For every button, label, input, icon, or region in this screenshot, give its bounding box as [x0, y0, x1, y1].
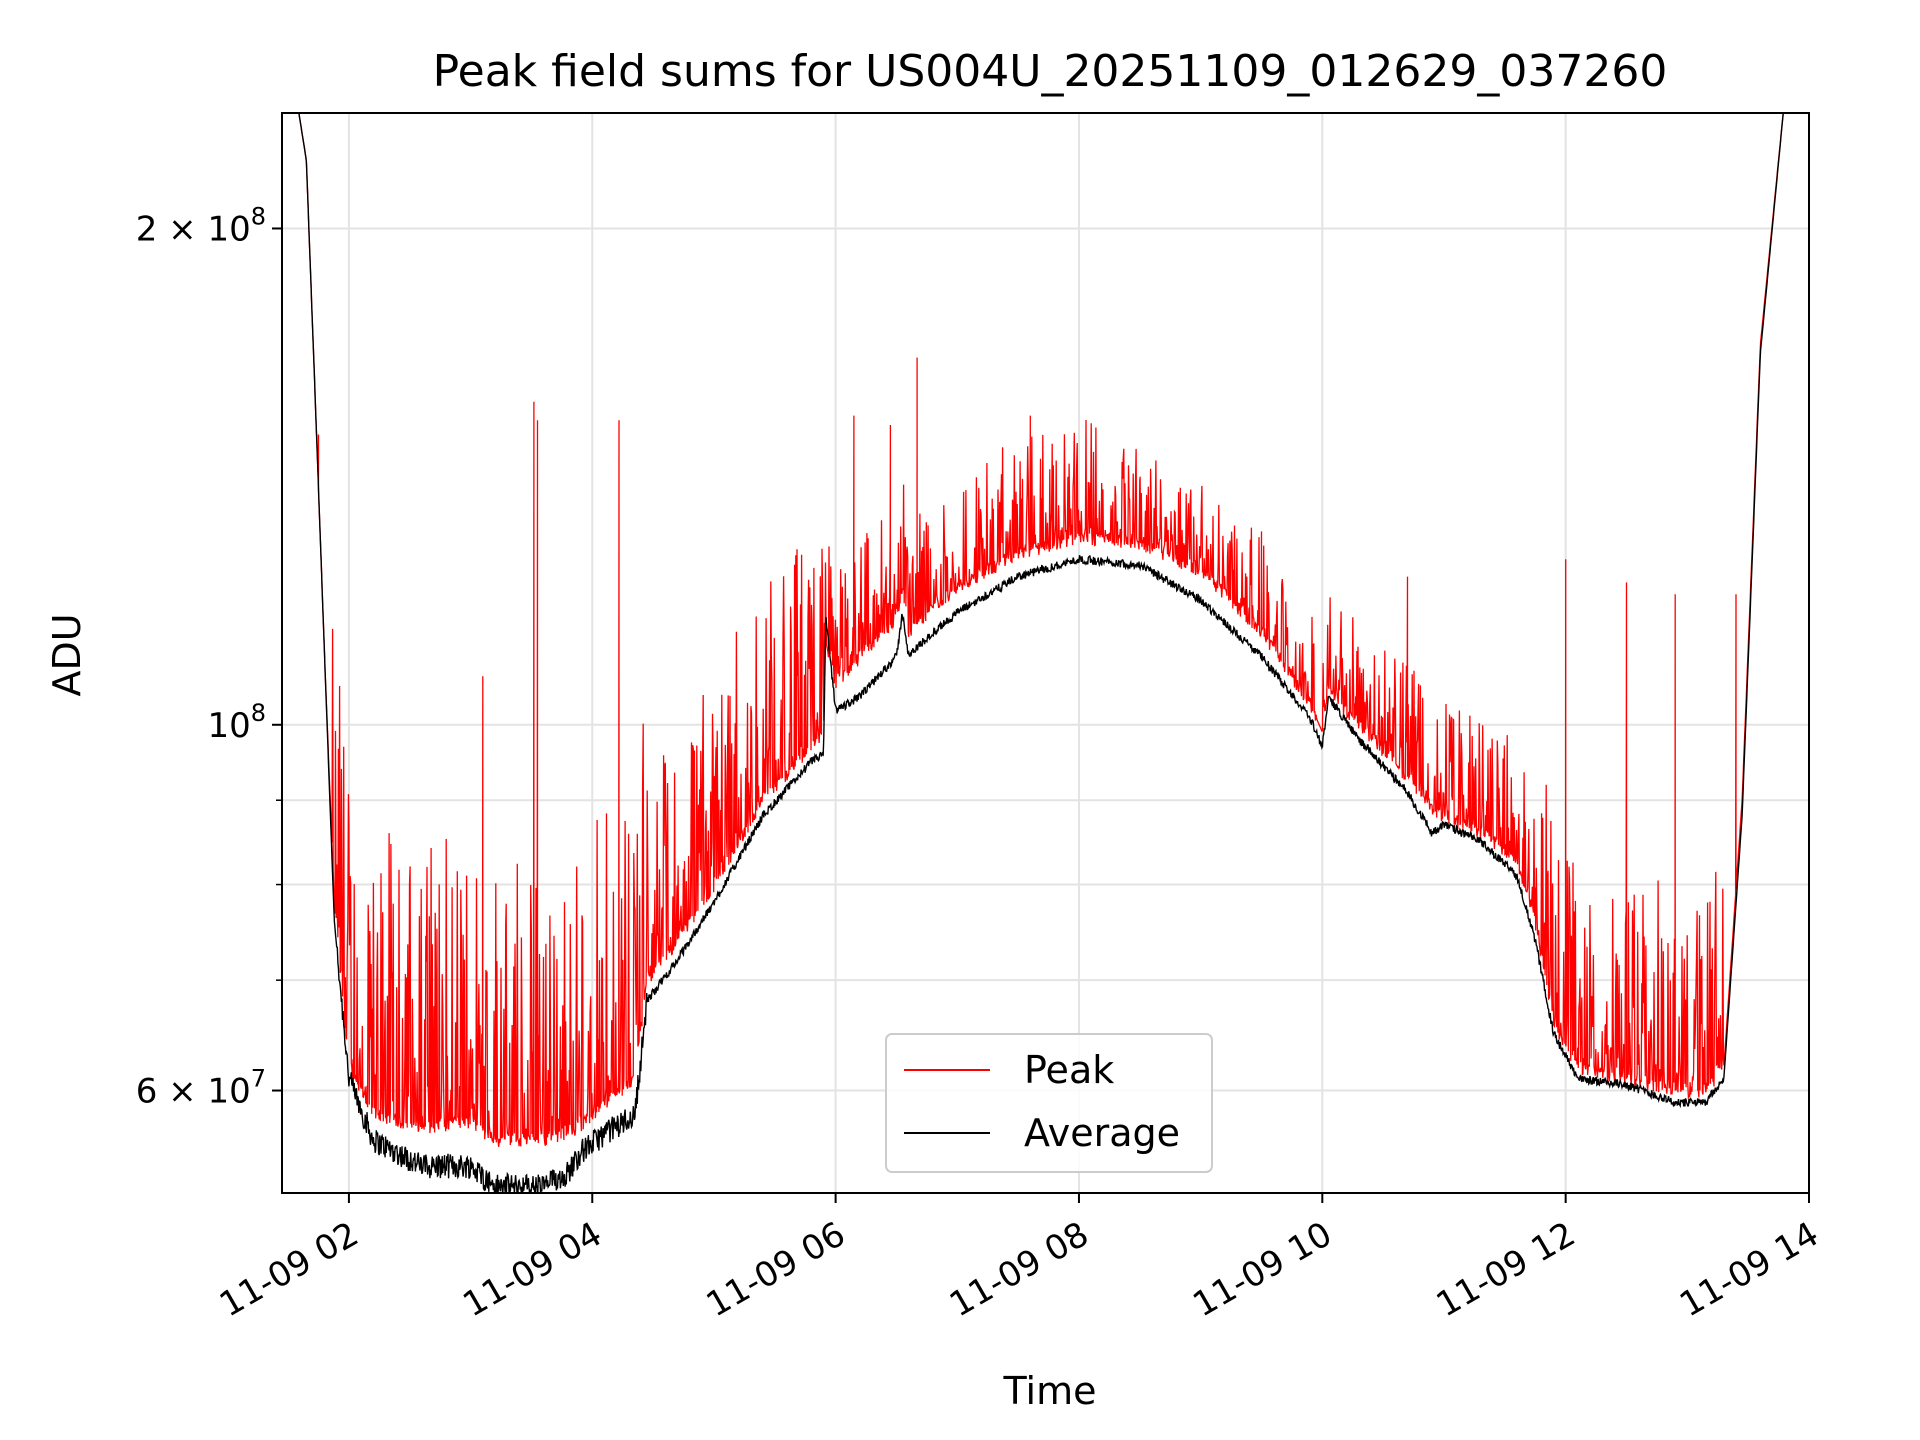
- legend-average-label: Average: [1024, 1111, 1180, 1155]
- x-tick-label: 11-09 08: [943, 1214, 1095, 1325]
- x-tick-label: 11-09 10: [1186, 1214, 1338, 1325]
- x-tick-label: 11-09 04: [456, 1214, 608, 1325]
- chart-title: Peak field sums for US004U_20251109_0126…: [433, 46, 1668, 97]
- legend-box: [885, 1033, 1213, 1173]
- y-tick-label: 6 × 107: [136, 1065, 266, 1112]
- average-series-line: [298, 113, 1784, 1193]
- peak-series-line: [298, 113, 1784, 1147]
- y-tick-label: 108: [207, 699, 266, 746]
- y-axis: 2 × 108 108 6 × 107: [136, 202, 282, 1112]
- y-tick-label: 2 × 108: [136, 202, 266, 249]
- x-axis: 11-09 02 11-09 04 11-09 06 11-09 08 11-09 10…: [213, 1193, 1826, 1325]
- x-tick-label: 11-09 02: [213, 1214, 365, 1325]
- x-tick-label: 11-09 12: [1430, 1214, 1582, 1325]
- x-tick-label: 11-09 06: [700, 1214, 852, 1325]
- legend-peak-label: Peak: [1024, 1048, 1114, 1092]
- x-tick-label: 11-09 14: [1673, 1214, 1825, 1325]
- x-axis-label: Time: [1003, 1369, 1097, 1413]
- legend: Peak Average: [885, 1033, 1213, 1173]
- plot-frame: [281, 112, 1810, 1194]
- y-axis-label: ADU: [45, 613, 89, 696]
